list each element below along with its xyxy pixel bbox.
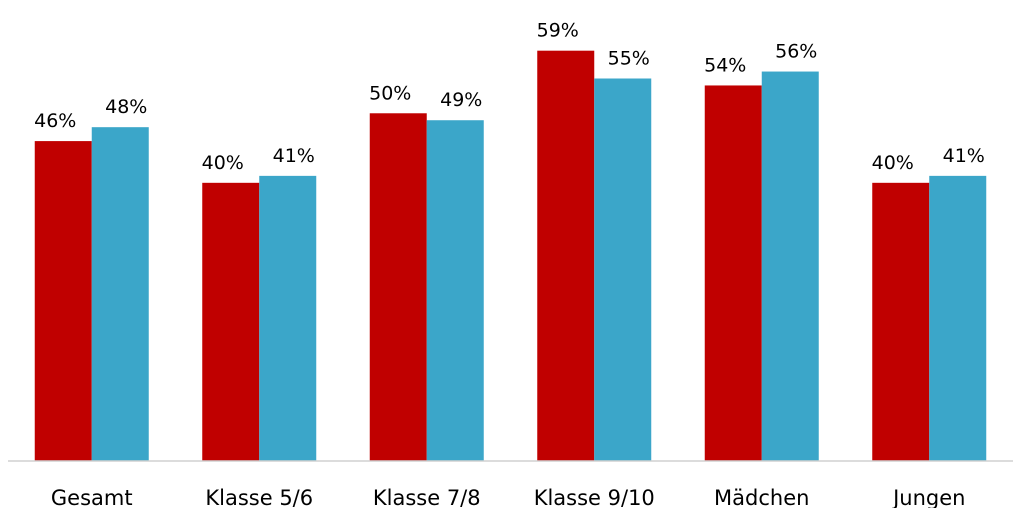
value-label: 41% — [943, 145, 985, 167]
bar — [202, 182, 260, 461]
bar — [761, 71, 819, 461]
bar — [929, 175, 987, 461]
value-label: 54% — [704, 54, 746, 76]
bar — [426, 120, 484, 462]
value-label: 50% — [369, 82, 411, 104]
bar — [34, 141, 92, 461]
value-label: 49% — [440, 89, 482, 111]
bar — [91, 127, 149, 461]
bar — [369, 113, 427, 461]
bar — [704, 85, 762, 462]
value-label: 48% — [105, 96, 147, 118]
value-label: 56% — [775, 41, 817, 63]
value-label: 40% — [202, 152, 244, 174]
x-tick-label: Klasse 7/8 — [373, 486, 481, 508]
x-tick-label: Mädchen — [714, 486, 809, 508]
value-label: 40% — [872, 152, 914, 174]
value-label: 46% — [34, 110, 76, 132]
x-tick-label: Jungen — [891, 486, 965, 508]
bar — [259, 175, 317, 461]
x-tick-label: Klasse 5/6 — [205, 486, 313, 508]
value-label: 55% — [608, 48, 650, 70]
x-tick-label: Gesamt — [51, 486, 133, 508]
bar — [872, 182, 930, 461]
value-label: 41% — [273, 145, 315, 167]
bar — [594, 78, 652, 461]
x-tick-label: Klasse 9/10 — [534, 486, 655, 508]
bar — [537, 50, 595, 461]
value-label: 59% — [537, 20, 579, 42]
